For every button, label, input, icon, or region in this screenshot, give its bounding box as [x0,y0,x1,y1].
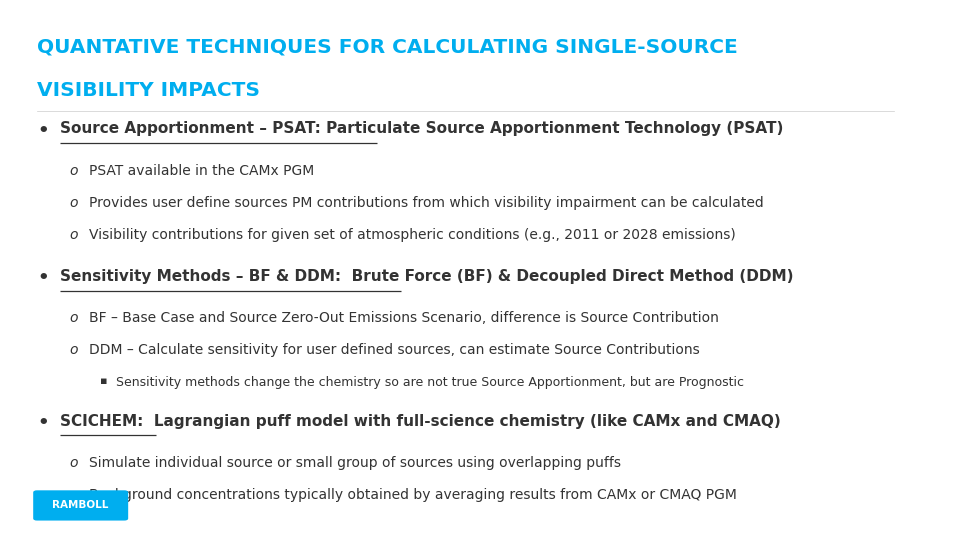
Text: BF – Base Case and Source Zero-Out Emissions Scenario, difference is Source Cont: BF – Base Case and Source Zero-Out Emiss… [89,311,719,325]
Text: •: • [36,122,49,139]
Text: Sensitivity Methods – BF & DDM:  Brute Force (BF) & Decoupled Direct Method (DDM: Sensitivity Methods – BF & DDM: Brute Fo… [60,269,793,284]
Text: Background concentrations typically obtained by averaging results from CAMx or C: Background concentrations typically obta… [89,488,737,502]
Text: Sensitivity methods change the chemistry so are not true Source Apportionment, b: Sensitivity methods change the chemistry… [116,376,744,389]
Text: Source Apportionment – PSAT: Particulate Source Apportionment Technology (PSAT): Source Apportionment – PSAT: Particulate… [60,122,783,137]
Text: Visibility contributions for given set of atmospheric conditions (e.g., 2011 or : Visibility contributions for given set o… [89,228,736,242]
Text: o: o [69,228,78,242]
Text: o: o [69,164,78,178]
Text: SCICHEM:  Lagrangian puff model with full-science chemistry (like CAMx and CMAQ): SCICHEM: Lagrangian puff model with full… [60,414,780,429]
FancyBboxPatch shape [34,490,129,521]
Text: Simulate individual source or small group of sources using overlapping puffs: Simulate individual source or small grou… [89,456,621,470]
Text: o: o [69,343,78,357]
Text: o: o [69,311,78,325]
Text: Provides user define sources PM contributions from which visibility impairment c: Provides user define sources PM contribu… [89,196,764,210]
Text: PSAT available in the CAMx PGM: PSAT available in the CAMx PGM [89,164,315,178]
Text: VISIBILITY IMPACTS: VISIBILITY IMPACTS [36,81,260,100]
Text: o: o [69,196,78,210]
Text: DDM – Calculate sensitivity for user defined sources, can estimate Source Contri: DDM – Calculate sensitivity for user def… [89,343,700,357]
Text: o: o [69,456,78,470]
Text: QUANTATIVE TECHNIQUES FOR CALCULATING SINGLE-SOURCE: QUANTATIVE TECHNIQUES FOR CALCULATING SI… [36,38,737,57]
Text: •: • [36,414,49,431]
Text: RAMBOLL: RAMBOLL [53,501,108,510]
Text: o: o [69,488,78,502]
Text: ▪: ▪ [100,376,108,386]
Text: •: • [36,269,49,287]
